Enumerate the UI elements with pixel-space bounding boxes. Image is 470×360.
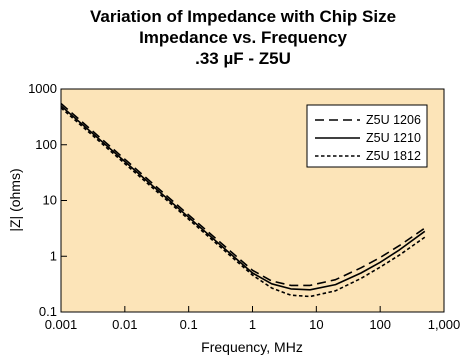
y-tick-label: 10 — [43, 193, 57, 208]
x-tick-label: 10 — [309, 317, 323, 332]
chart-title-line-1: Variation of Impedance with Chip Size — [90, 7, 396, 26]
x-tick-label: 0.001 — [45, 317, 78, 332]
chart-title-line-3: .33 µF - Z5U — [195, 49, 291, 68]
chart-title-line-2: Impedance vs. Frequency — [139, 28, 347, 47]
x-tick-label: 1 — [249, 317, 256, 332]
y-tick-label: 1 — [50, 248, 57, 263]
legend-label-3: Z5U 1812 — [366, 149, 421, 163]
x-tick-label: 0.1 — [180, 317, 198, 332]
y-tick-label: 100 — [35, 137, 57, 152]
series-line-1 — [60, 102, 426, 287]
x-tick-label: 0.01 — [112, 317, 137, 332]
x-tick-label: 1,000 — [428, 317, 461, 332]
series-line-2 — [60, 105, 426, 291]
y-tick-label: 1000 — [28, 81, 57, 96]
y-tick-label: 0.1 — [39, 304, 57, 319]
x-tick-label: 100 — [369, 317, 391, 332]
legend-label-1: Z5U 1206 — [366, 113, 421, 127]
x-axis-label: Frequency, MHz — [201, 339, 303, 355]
legend: Z5U 1206 Z5U 1210 Z5U 1812 — [306, 104, 428, 168]
y-axis-label: |Z| (ohms) — [7, 168, 23, 231]
legend-label-2: Z5U 1210 — [366, 131, 421, 145]
series-line-3 — [60, 107, 426, 298]
